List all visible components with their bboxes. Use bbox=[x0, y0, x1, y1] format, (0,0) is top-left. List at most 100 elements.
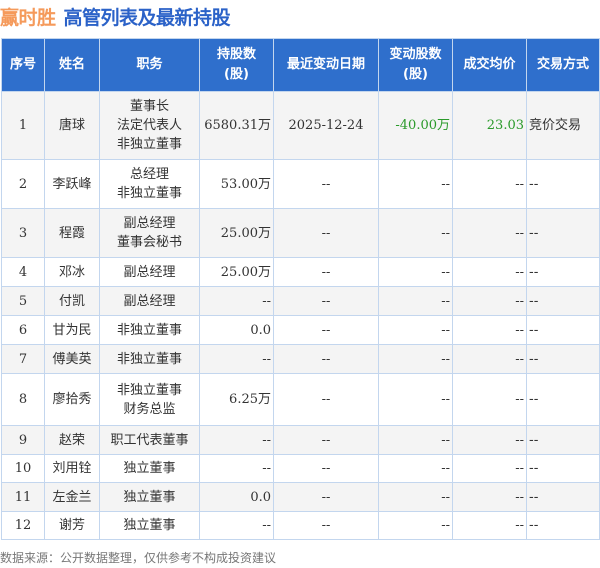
cell-role: 副总经理 董事会秘书 bbox=[99, 208, 200, 258]
cell-role: 非独立董事 bbox=[99, 315, 200, 345]
table-row: 2 李跃峰 总经理 非独立董事 53.00万 -- -- -- -- bbox=[1, 159, 600, 209]
cell-date: -- bbox=[273, 315, 379, 345]
cell-price: 23.03 bbox=[452, 91, 527, 160]
cell-price: -- bbox=[452, 315, 527, 345]
cell-change: -40.00万 bbox=[378, 91, 453, 160]
cell-role: 总经理 非独立董事 bbox=[99, 159, 200, 209]
cell-price: -- bbox=[452, 208, 527, 258]
header-col-method: 交易方式 bbox=[526, 38, 600, 92]
cell-method: 竞价交易 bbox=[526, 91, 600, 160]
cell-shares: 0.0 bbox=[199, 482, 274, 512]
cell-change: -- bbox=[378, 373, 453, 426]
page-title: 赢时胜 高管列表及最新持股 bbox=[0, 3, 231, 30]
cell-role: 独立董事 bbox=[99, 511, 200, 540]
cell-name: 李跃峰 bbox=[44, 159, 100, 209]
executives-table: 序号 姓名 职务 持股数 (股) 最近变动日期 变动股数 (股) 成交均价 交易方式 1 唐球 董事长… bbox=[1, 38, 600, 540]
cell-date: 2025-12-24 bbox=[273, 91, 379, 160]
cell-shares: -- bbox=[199, 511, 274, 540]
cell-method: -- bbox=[526, 159, 600, 209]
header-col-role: 职务 bbox=[99, 38, 200, 92]
cell-method: -- bbox=[526, 373, 600, 426]
cell-method: -- bbox=[526, 344, 600, 374]
cell-name: 唐球 bbox=[44, 91, 100, 160]
cell-name: 刘用铨 bbox=[44, 454, 100, 483]
header-col-name: 姓名 bbox=[44, 38, 100, 92]
cell-change: -- bbox=[378, 257, 453, 287]
cell-date: -- bbox=[273, 286, 379, 316]
cell-name: 廖拾秀 bbox=[44, 373, 100, 426]
cell-name: 傅美英 bbox=[44, 344, 100, 374]
cell-no: 7 bbox=[1, 344, 45, 374]
cell-no: 9 bbox=[1, 425, 45, 455]
company-name: 赢时胜 bbox=[0, 7, 56, 29]
cell-date: -- bbox=[273, 208, 379, 258]
cell-date: -- bbox=[273, 344, 379, 374]
cell-shares: -- bbox=[199, 454, 274, 483]
cell-date: -- bbox=[273, 425, 379, 455]
table-row: 11 左金兰 独立董事 0.0 -- -- -- -- bbox=[1, 482, 600, 512]
cell-role: 职工代表董事 bbox=[99, 425, 200, 455]
table-row: 7 傅美英 非独立董事 -- -- -- -- -- bbox=[1, 344, 600, 374]
cell-no: 8 bbox=[1, 373, 45, 426]
table-row: 6 甘为民 非独立董事 0.0 -- -- -- -- bbox=[1, 315, 600, 345]
table-row: 1 唐球 董事长 法定代表人 非独立董事 6580.31万 2025-12-24 -40.00… bbox=[1, 91, 600, 160]
cell-role: 独立董事 bbox=[99, 482, 200, 512]
cell-no: 5 bbox=[1, 286, 45, 316]
cell-change: -- bbox=[378, 286, 453, 316]
cell-role: 副总经理 bbox=[99, 286, 200, 316]
cell-name: 甘为民 bbox=[44, 315, 100, 345]
cell-shares: 6580.31万 bbox=[199, 91, 274, 160]
cell-role: 独立董事 bbox=[99, 454, 200, 483]
cell-date: -- bbox=[273, 482, 379, 512]
cell-price: -- bbox=[452, 373, 527, 426]
header-col-date: 最近变动日期 bbox=[273, 38, 379, 92]
cell-price: -- bbox=[452, 344, 527, 374]
cell-name: 赵荣 bbox=[44, 425, 100, 455]
cell-name: 付凯 bbox=[44, 286, 100, 316]
table-row: 3 程霞 副总经理 董事会秘书 25.00万 -- -- -- -- bbox=[1, 208, 600, 258]
cell-no: 3 bbox=[1, 208, 45, 258]
header-col-shares: 持股数 (股) bbox=[199, 38, 274, 92]
cell-change: -- bbox=[378, 315, 453, 345]
cell-change: -- bbox=[378, 208, 453, 258]
cell-method: -- bbox=[526, 257, 600, 287]
cell-shares: 25.00万 bbox=[199, 208, 274, 258]
cell-change: -- bbox=[378, 344, 453, 374]
cell-price: -- bbox=[452, 454, 527, 483]
cell-no: 12 bbox=[1, 511, 45, 540]
cell-name: 邓冰 bbox=[44, 257, 100, 287]
cell-shares: 25.00万 bbox=[199, 257, 274, 287]
cell-method: -- bbox=[526, 454, 600, 483]
cell-price: -- bbox=[452, 482, 527, 512]
cell-name: 左金兰 bbox=[44, 482, 100, 512]
cell-role: 非独立董事 bbox=[99, 344, 200, 374]
cell-no: 11 bbox=[1, 482, 45, 512]
cell-date: -- bbox=[273, 373, 379, 426]
cell-no: 10 bbox=[1, 454, 45, 483]
cell-no: 4 bbox=[1, 257, 45, 287]
cell-no: 6 bbox=[1, 315, 45, 345]
cell-change: -- bbox=[378, 454, 453, 483]
cell-price: -- bbox=[452, 425, 527, 455]
cell-method: -- bbox=[526, 315, 600, 345]
cell-date: -- bbox=[273, 257, 379, 287]
cell-shares: -- bbox=[199, 425, 274, 455]
cell-price: -- bbox=[452, 159, 527, 209]
cell-price: -- bbox=[452, 511, 527, 540]
table-row: 10 刘用铨 独立董事 -- -- -- -- -- bbox=[1, 454, 600, 483]
cell-name: 程霞 bbox=[44, 208, 100, 258]
cell-role: 非独立董事 财务总监 bbox=[99, 373, 200, 426]
cell-date: -- bbox=[273, 159, 379, 209]
cell-price: -- bbox=[452, 286, 527, 316]
cell-shares: -- bbox=[199, 344, 274, 374]
cell-date: -- bbox=[273, 454, 379, 483]
cell-price: -- bbox=[452, 257, 527, 287]
table-row: 8 廖拾秀 非独立董事 财务总监 6.25万 -- -- -- -- bbox=[1, 373, 600, 426]
table-row: 5 付凯 副总经理 -- -- -- -- -- bbox=[1, 286, 600, 316]
table-row: 4 邓冰 副总经理 25.00万 -- -- -- -- bbox=[1, 257, 600, 287]
cell-method: -- bbox=[526, 511, 600, 540]
cell-role: 董事长 法定代表人 非独立董事 bbox=[99, 91, 200, 160]
header-col-no: 序号 bbox=[1, 38, 45, 92]
cell-change: -- bbox=[378, 425, 453, 455]
cell-shares: 6.25万 bbox=[199, 373, 274, 426]
